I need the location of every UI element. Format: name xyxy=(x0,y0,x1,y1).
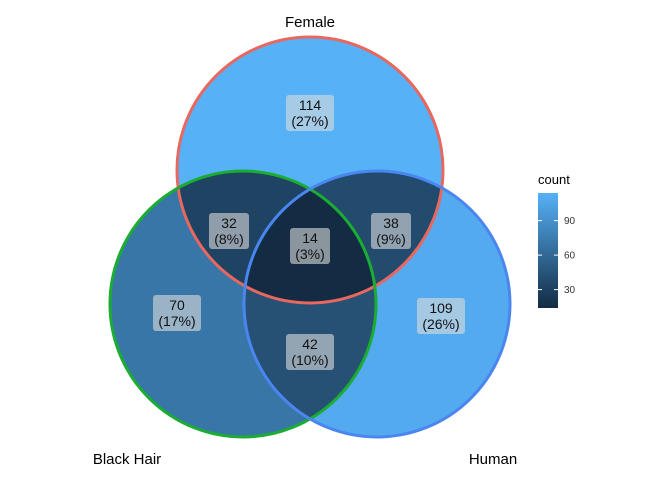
legend-title: count xyxy=(538,172,570,187)
region-label-box xyxy=(290,228,330,264)
region-count: 114 xyxy=(299,97,322,113)
region-label-box xyxy=(153,295,201,331)
region-label-box xyxy=(286,334,334,370)
region-label-female-black-hair: 32(8%) xyxy=(209,213,249,249)
region-count: 42 xyxy=(302,336,318,352)
region-label-black-hair-human: 42(10%) xyxy=(286,334,334,370)
set-title-black-hair: Black Hair xyxy=(93,451,161,468)
region-percent: (10%) xyxy=(291,352,328,368)
legend-tick-label: 60 xyxy=(564,251,576,262)
legend-colorbar xyxy=(538,193,558,308)
region-count: 109 xyxy=(429,300,453,316)
region-count: 32 xyxy=(221,215,237,231)
region-label-box xyxy=(371,213,411,249)
region-label-box xyxy=(417,298,465,334)
legend: count 30 60 90 xyxy=(538,172,576,308)
region-count: 70 xyxy=(169,297,185,313)
set-border-female xyxy=(175,35,445,305)
region-label-black-hair: 70(17%) xyxy=(153,295,201,331)
region-label-female: 114(27%) xyxy=(286,95,334,131)
region-count: 38 xyxy=(383,215,399,231)
region-percent: (9%) xyxy=(376,231,406,247)
legend-tick-label: 90 xyxy=(564,216,576,227)
region-count: 14 xyxy=(302,230,318,246)
region-label-human: 109(26%) xyxy=(417,298,465,334)
region-label-female-human: 38(9%) xyxy=(371,213,411,249)
region-label-box xyxy=(286,95,334,131)
legend-tick-label: 30 xyxy=(564,285,576,296)
set-title-human: Human xyxy=(469,451,517,468)
region-label-box xyxy=(209,213,249,249)
region-percent: (26%) xyxy=(422,316,459,332)
region-percent: (27%) xyxy=(291,113,328,129)
set-title-female: Female xyxy=(285,14,335,31)
set-border-human xyxy=(242,169,512,439)
region-percent: (17%) xyxy=(158,313,195,329)
region-label-female-black-hair-human: 14(3%) xyxy=(290,228,330,264)
set-border-black-hair xyxy=(108,169,378,439)
region-percent: (3%) xyxy=(295,246,325,262)
region-percent: (8%) xyxy=(214,231,244,247)
